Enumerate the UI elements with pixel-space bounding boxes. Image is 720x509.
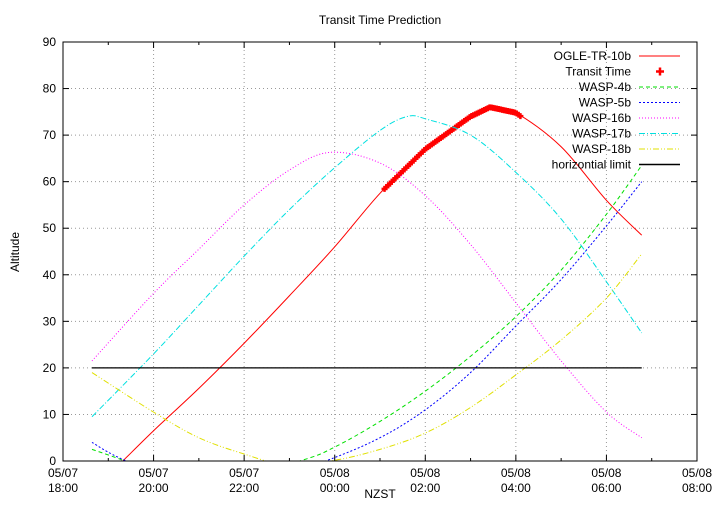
- legend-label-horizontial-limit: horizontial limit: [552, 158, 632, 172]
- legend-label-wasp-4b: WASP-4b: [579, 80, 632, 94]
- legend-label-transit-time: Transit Time: [565, 65, 631, 79]
- x-tick-date: 05/08: [320, 466, 350, 480]
- x-tick-date: 05/07: [139, 466, 169, 480]
- y-tick-label: 80: [43, 82, 57, 96]
- y-axis-label: Altitude: [8, 232, 22, 272]
- y-tick-label: 10: [43, 407, 57, 421]
- series-line-wasp-16b: [91, 151, 643, 439]
- x-tick-date: 05/07: [229, 466, 259, 480]
- y-tick-label: 20: [43, 361, 57, 375]
- x-tick-date: 05/08: [682, 466, 712, 480]
- y-tick-label: 0: [49, 454, 56, 468]
- y-tick-label: 40: [43, 268, 57, 282]
- x-tick-time: 18:00: [48, 481, 78, 495]
- y-tick-label: 50: [43, 221, 57, 235]
- x-tick-time: 22:00: [229, 481, 259, 495]
- x-tick-time: 02:00: [410, 481, 440, 495]
- legend-label-wasp-16b: WASP-16b: [572, 111, 631, 125]
- x-tick-time: 04:00: [501, 481, 531, 495]
- chart-title: Transit Time Prediction: [319, 13, 441, 27]
- x-tick-time: 20:00: [139, 481, 169, 495]
- series-line-wasp-17b: [91, 115, 643, 418]
- legend-label-wasp-18b: WASP-18b: [572, 142, 631, 156]
- x-tick-date: 05/08: [410, 466, 440, 480]
- series-line-ogle-tr-10b: [122, 106, 643, 461]
- x-tick-time: 08:00: [682, 481, 712, 495]
- x-axis-label: NZST: [364, 487, 396, 501]
- transit-point: [517, 113, 524, 120]
- series-line-wasp-4b: [91, 165, 643, 461]
- x-tick-date: 05/07: [48, 466, 78, 480]
- x-tick-time: 06:00: [591, 481, 621, 495]
- y-tick-label: 60: [43, 175, 57, 189]
- legend-swatch-transit-time: [656, 67, 664, 76]
- y-tick-label: 90: [43, 35, 57, 49]
- x-tick-date: 05/08: [501, 466, 531, 480]
- series-line-wasp-18b: [91, 253, 643, 461]
- legend-label-wasp-5b: WASP-5b: [579, 96, 632, 110]
- x-tick-time: 00:00: [320, 481, 350, 495]
- y-tick-label: 70: [43, 128, 57, 142]
- legend-label-ogle-tr-10b: OGLE-TR-10b: [554, 49, 632, 63]
- legend-label-wasp-17b: WASP-17b: [572, 127, 631, 141]
- series-line-wasp-5b: [91, 181, 643, 461]
- y-tick-label: 30: [43, 314, 57, 328]
- x-tick-date: 05/08: [591, 466, 621, 480]
